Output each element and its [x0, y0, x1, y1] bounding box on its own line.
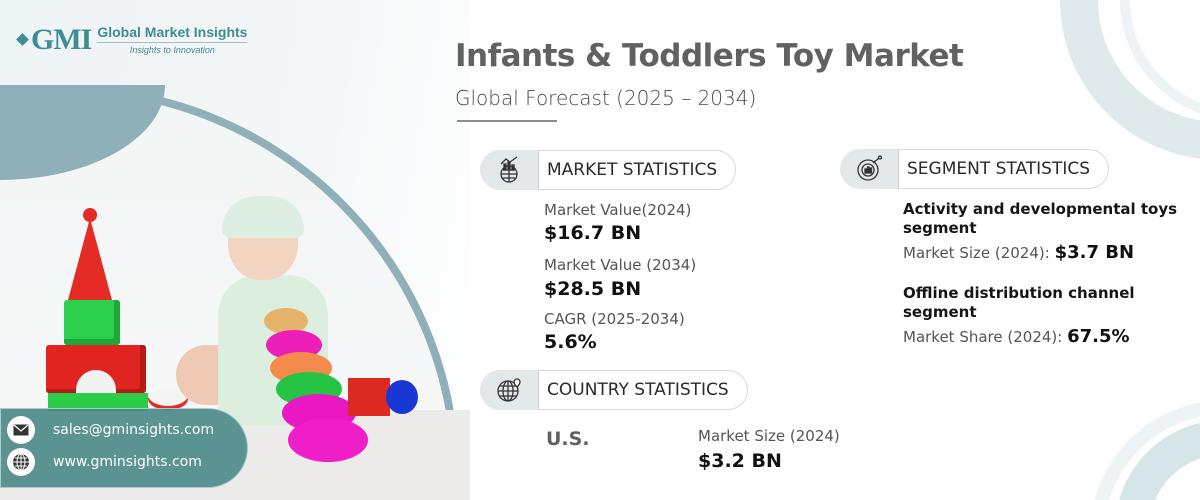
contact-website-row[interactable]: www.gminsights.com: [7, 446, 247, 478]
market-value-2024: $16.7 BN: [544, 222, 642, 244]
chart-globe-icon: [480, 150, 538, 190]
globe-pin-icon: [480, 370, 538, 410]
globe-icon: [7, 448, 35, 476]
country-metric-label: Market Size (2024): [698, 427, 840, 445]
baby-hat: [222, 196, 304, 238]
stacking-ring: [264, 308, 308, 334]
market-value-2034: $28.5 BN: [544, 278, 642, 300]
green-block-toy: [64, 300, 120, 345]
market-value-2034-label: Market Value (2034): [544, 256, 697, 274]
brand-name: Global Market Insights: [97, 24, 248, 43]
blue-ball-toy: [386, 380, 418, 414]
segment-1-metric-label: Market Size (2024):: [903, 244, 1050, 262]
segment-statistics-heading: SEGMENT STATISTICS: [898, 149, 1110, 189]
small-white-toy: [148, 388, 188, 410]
brand-tagline: Insights to Innovation: [129, 45, 215, 55]
segment-2-title: Offline distribution channel segment: [903, 284, 1135, 321]
contact-email[interactable]: sales@gminsights.com: [53, 422, 215, 438]
segment-statistics-header: SEGMENT STATISTICS: [840, 149, 1110, 189]
country-statistics-header: COUNTRY STATISTICS: [480, 370, 748, 410]
gmi-logo: GMI Global Market Insights Insights to I…: [16, 22, 248, 56]
market-value-2024-label: Market Value(2024): [544, 201, 692, 219]
logo-diamond-icon: [16, 33, 29, 46]
envelope-icon: [7, 416, 35, 444]
segment-1-title: Activity and developmental toys segment: [903, 200, 1178, 237]
country-name: U.S.: [546, 428, 590, 450]
title-divider: [457, 120, 557, 122]
country-statistics-heading: COUNTRY STATISTICS: [538, 370, 748, 410]
segment-1-metric-value: $3.7 BN: [1054, 242, 1135, 263]
page-title: Infants & Toddlers Toy Market: [455, 38, 964, 74]
market-statistics-heading: MARKET STATISTICS: [538, 150, 737, 190]
contact-panel: sales@gminsights.com www.gminsights.com: [0, 408, 248, 488]
logo-mark: GMI: [16, 22, 92, 56]
logo-mark-text: GMI: [31, 22, 92, 56]
market-statistics-header: MARKET STATISTICS: [480, 150, 737, 190]
segment-2-metric-value: 67.5%: [1067, 326, 1130, 347]
cagr-value: 5.6%: [544, 331, 597, 353]
cagr-label: CAGR (2025-2034): [544, 310, 685, 328]
arch-opening: [76, 370, 116, 396]
red-cube-toy: [348, 378, 390, 416]
target-chart-icon: [840, 149, 898, 189]
stacking-ring: [288, 418, 368, 462]
logo-text: Global Market Insights Insights to Innov…: [97, 24, 248, 55]
segment-2-metric: Market Share (2024): 67.5%: [903, 326, 1130, 347]
contact-website[interactable]: www.gminsights.com: [53, 454, 202, 470]
red-cone-toy: [68, 218, 112, 300]
page-subtitle: Global Forecast (2025 – 2034): [455, 86, 757, 110]
red-cone-tip: [83, 208, 97, 222]
segment-2-metric-label: Market Share (2024):: [903, 328, 1063, 346]
country-metric-value: $3.2 BN: [698, 450, 782, 472]
segment-1-metric: Market Size (2024): $3.7 BN: [903, 242, 1134, 263]
green-base-block: [48, 393, 148, 411]
contact-email-row[interactable]: sales@gminsights.com: [7, 414, 247, 446]
